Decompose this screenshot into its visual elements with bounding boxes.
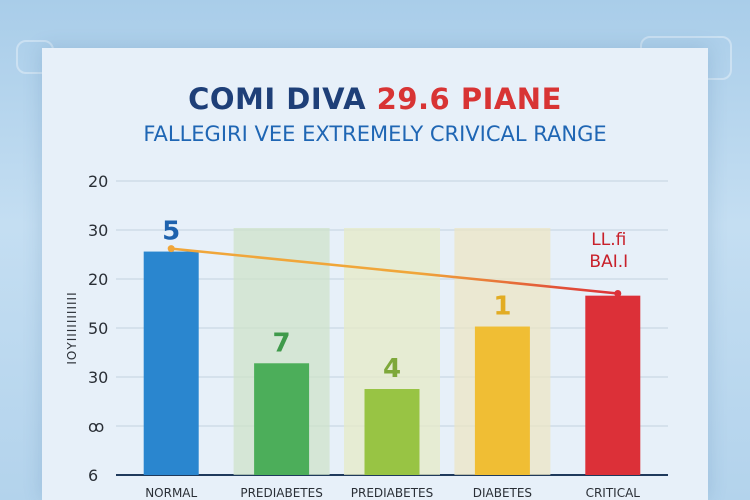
bar-diabetes <box>474 326 530 475</box>
chart-subtitle: FALLEGIRI VEE EXTREMELY CRIVICAL RANGE <box>143 122 607 146</box>
y-tick-label: 20 <box>88 270 108 289</box>
bar-prediabetes <box>254 363 310 475</box>
bar-value-label: 1 <box>493 292 511 322</box>
y-tick-label: 6 <box>88 466 98 485</box>
y-tick-label: 50 <box>88 319 108 338</box>
trend-line <box>171 247 618 295</box>
trend-point <box>614 289 622 297</box>
y-axis-label: ΙΟΥΙΙΙΙΙΙΙΙΙΙΙ <box>65 291 79 364</box>
annotation-label: BAI.I <box>589 252 628 272</box>
bar-prediabetes <box>364 389 420 475</box>
x-category-label: NORMAL <box>145 486 197 500</box>
bar-value-label: 7 <box>273 328 291 358</box>
y-tick-label: ꝏ <box>88 417 104 436</box>
bar-value-label: 5 <box>162 217 180 247</box>
y-tick-label: 30 <box>88 368 108 387</box>
annotation-label: LL.fi <box>591 230 626 250</box>
chart-title-part-1: COMI DIVA <box>188 82 367 116</box>
y-tick-label: 20 <box>88 172 108 191</box>
x-category-label: PREDIABETES <box>240 486 323 500</box>
bar-normal <box>143 251 199 475</box>
bar-critical <box>585 295 641 475</box>
trend-point <box>167 245 175 253</box>
x-category-label: PREDIABETES <box>351 486 434 500</box>
y-tick-label: 30 <box>88 221 108 240</box>
chart-title: COMI DIVA 29.6 PIANE <box>0 82 750 116</box>
chart-title-part-2: 29.6 PIANE <box>376 82 562 116</box>
bar-value-label: 4 <box>383 354 401 384</box>
x-category-label: CRITICAL <box>586 486 641 500</box>
x-category-label: DIABETES <box>473 486 532 500</box>
